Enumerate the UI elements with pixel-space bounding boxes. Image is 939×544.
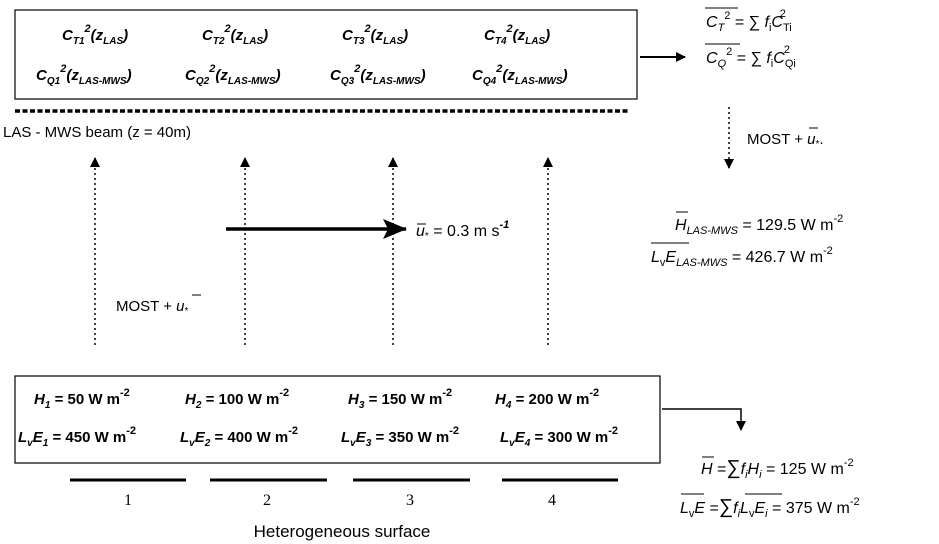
le-average-equation: LvE =∑fiLvEi = 375 W m-2 xyxy=(680,496,860,520)
most-right-label: MOST + u*. xyxy=(747,131,824,150)
structure-parameter-box xyxy=(14,9,638,100)
ct1-label: CT12(zLAS) xyxy=(62,23,128,47)
ct4-label: CT42(zLAS) xyxy=(484,23,550,47)
cq-average-equation: CQ2 = ∑ fiCQi2 xyxy=(706,44,796,70)
patch4-number: 4 xyxy=(548,492,556,509)
surface-flux-box xyxy=(14,375,661,464)
h-average-equation: H =∑fiHi = 125 W m-2 xyxy=(701,457,854,481)
beam-label: LAS - MWS beam (z = 40m) xyxy=(3,124,191,141)
ct3-label: CT32(zLAS) xyxy=(342,23,408,47)
patch2-number: 2 xyxy=(263,492,271,509)
le4-label: LvE4 = 300 W m-2 xyxy=(500,425,618,449)
le-las-mws-equation: LvELAS-MWS = 426.7 W m-2 xyxy=(651,245,833,269)
cq3-label: CQ32(zLAS-MWS) xyxy=(330,63,426,87)
most-left-label: MOST + u* xyxy=(116,298,189,317)
h2-label: H2 = 100 W m-2 xyxy=(185,387,289,411)
h-las-mws-equation: HLAS-MWS = 129.5 W m-2 xyxy=(675,213,843,237)
patch3-number: 3 xyxy=(406,492,414,509)
le2-label: LvE2 = 400 W m-2 xyxy=(180,425,298,449)
surface-label: Heterogeneous surface xyxy=(254,522,431,541)
le1-label: LvE1 = 450 W m-2 xyxy=(18,425,136,449)
h3-label: H3 = 150 W m-2 xyxy=(348,387,452,411)
ct-average-equation: CT2 = ∑ fiCTi2 xyxy=(706,8,792,34)
arrow-to-aggregates xyxy=(662,408,746,431)
h1-label: H1 = 50 W m-2 xyxy=(34,387,130,411)
cq1-label: CQ12(zLAS-MWS) xyxy=(36,63,132,87)
cq4-label: CQ42(zLAS-MWS) xyxy=(472,63,568,87)
le3-label: LvE3 = 350 W m-2 xyxy=(341,425,459,449)
cq2-label: CQ22(zLAS-MWS) xyxy=(185,63,281,87)
ct2-label: CT22(zLAS) xyxy=(202,23,268,47)
wind-speed-label: u* = 0.3 m s-1 xyxy=(416,219,509,242)
h4-label: H4 = 200 W m-2 xyxy=(495,387,599,411)
patch1-number: 1 xyxy=(124,492,132,509)
